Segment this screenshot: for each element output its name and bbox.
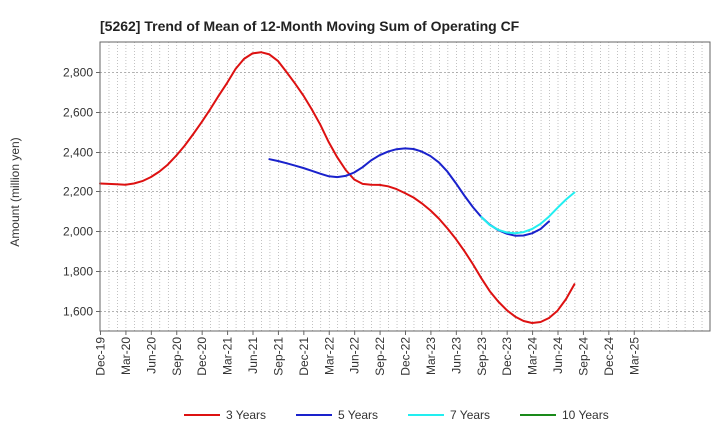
x-tick-label: Sep-24 (576, 337, 590, 376)
y-tick-label: 2,200 (63, 185, 93, 199)
x-tick-label: Jun-23 (449, 337, 463, 374)
y-tick-label: 2,800 (63, 66, 93, 80)
x-tick-label: Mar-23 (424, 337, 438, 375)
x-tick-label: Mar-22 (322, 337, 336, 375)
y-tick-label: 1,800 (63, 265, 93, 279)
y-tick-label: 2,400 (63, 146, 93, 160)
x-tick-label: Dec-20 (195, 337, 209, 376)
x-tick-label: Mar-20 (119, 337, 133, 375)
x-tick-label: Dec-19 (94, 337, 108, 376)
y-tick-label: 2,000 (63, 225, 93, 239)
series-line-3-years (99, 51, 576, 324)
x-tick-label: Dec-24 (602, 337, 616, 376)
plot-area-frame (99, 41, 711, 332)
axis-tick-labels: 1,600 1,800 2,000 2,200 2,400 2,600 2,800 Dec-1… (63, 66, 641, 376)
x-tick-label: Dec-22 (399, 337, 413, 376)
series-line-7-years (480, 191, 576, 235)
legend-label: 7 Years (450, 408, 490, 422)
legend-label: 10 Years (562, 408, 609, 422)
x-tick-label: Mar-24 (526, 337, 540, 375)
x-tick-label: Jun-24 (551, 337, 565, 374)
x-tick-label: Jun-22 (348, 337, 362, 374)
x-tick-label: Mar-25 (627, 337, 641, 375)
x-tick-label: Sep-22 (373, 337, 387, 376)
x-tick-label: Jun-21 (246, 337, 260, 374)
grid-lines (100, 42, 710, 331)
series-lines (99, 51, 576, 324)
x-tick-label: Sep-23 (475, 337, 489, 376)
legend-label: 5 Years (338, 408, 378, 422)
y-tick-label: 1,600 (63, 305, 93, 319)
legend-label: 3 Years (226, 408, 266, 422)
y-tick-label: 2,600 (63, 106, 93, 120)
x-tick-label: Sep-20 (170, 337, 184, 376)
x-tick-label: Sep-21 (271, 337, 285, 376)
chart-title: [5262] Trend of Mean of 12-Month Moving … (100, 18, 520, 34)
x-tick-label: Mar-21 (221, 337, 235, 375)
legend: 3 Years 5 Years 7 Years 10 Years (184, 408, 609, 422)
x-tick-label: Dec-21 (297, 337, 311, 376)
y-axis-label: Amount (million yen) (8, 137, 22, 246)
x-tick-label: Dec-23 (500, 337, 514, 376)
x-tick-label: Jun-20 (144, 337, 158, 374)
